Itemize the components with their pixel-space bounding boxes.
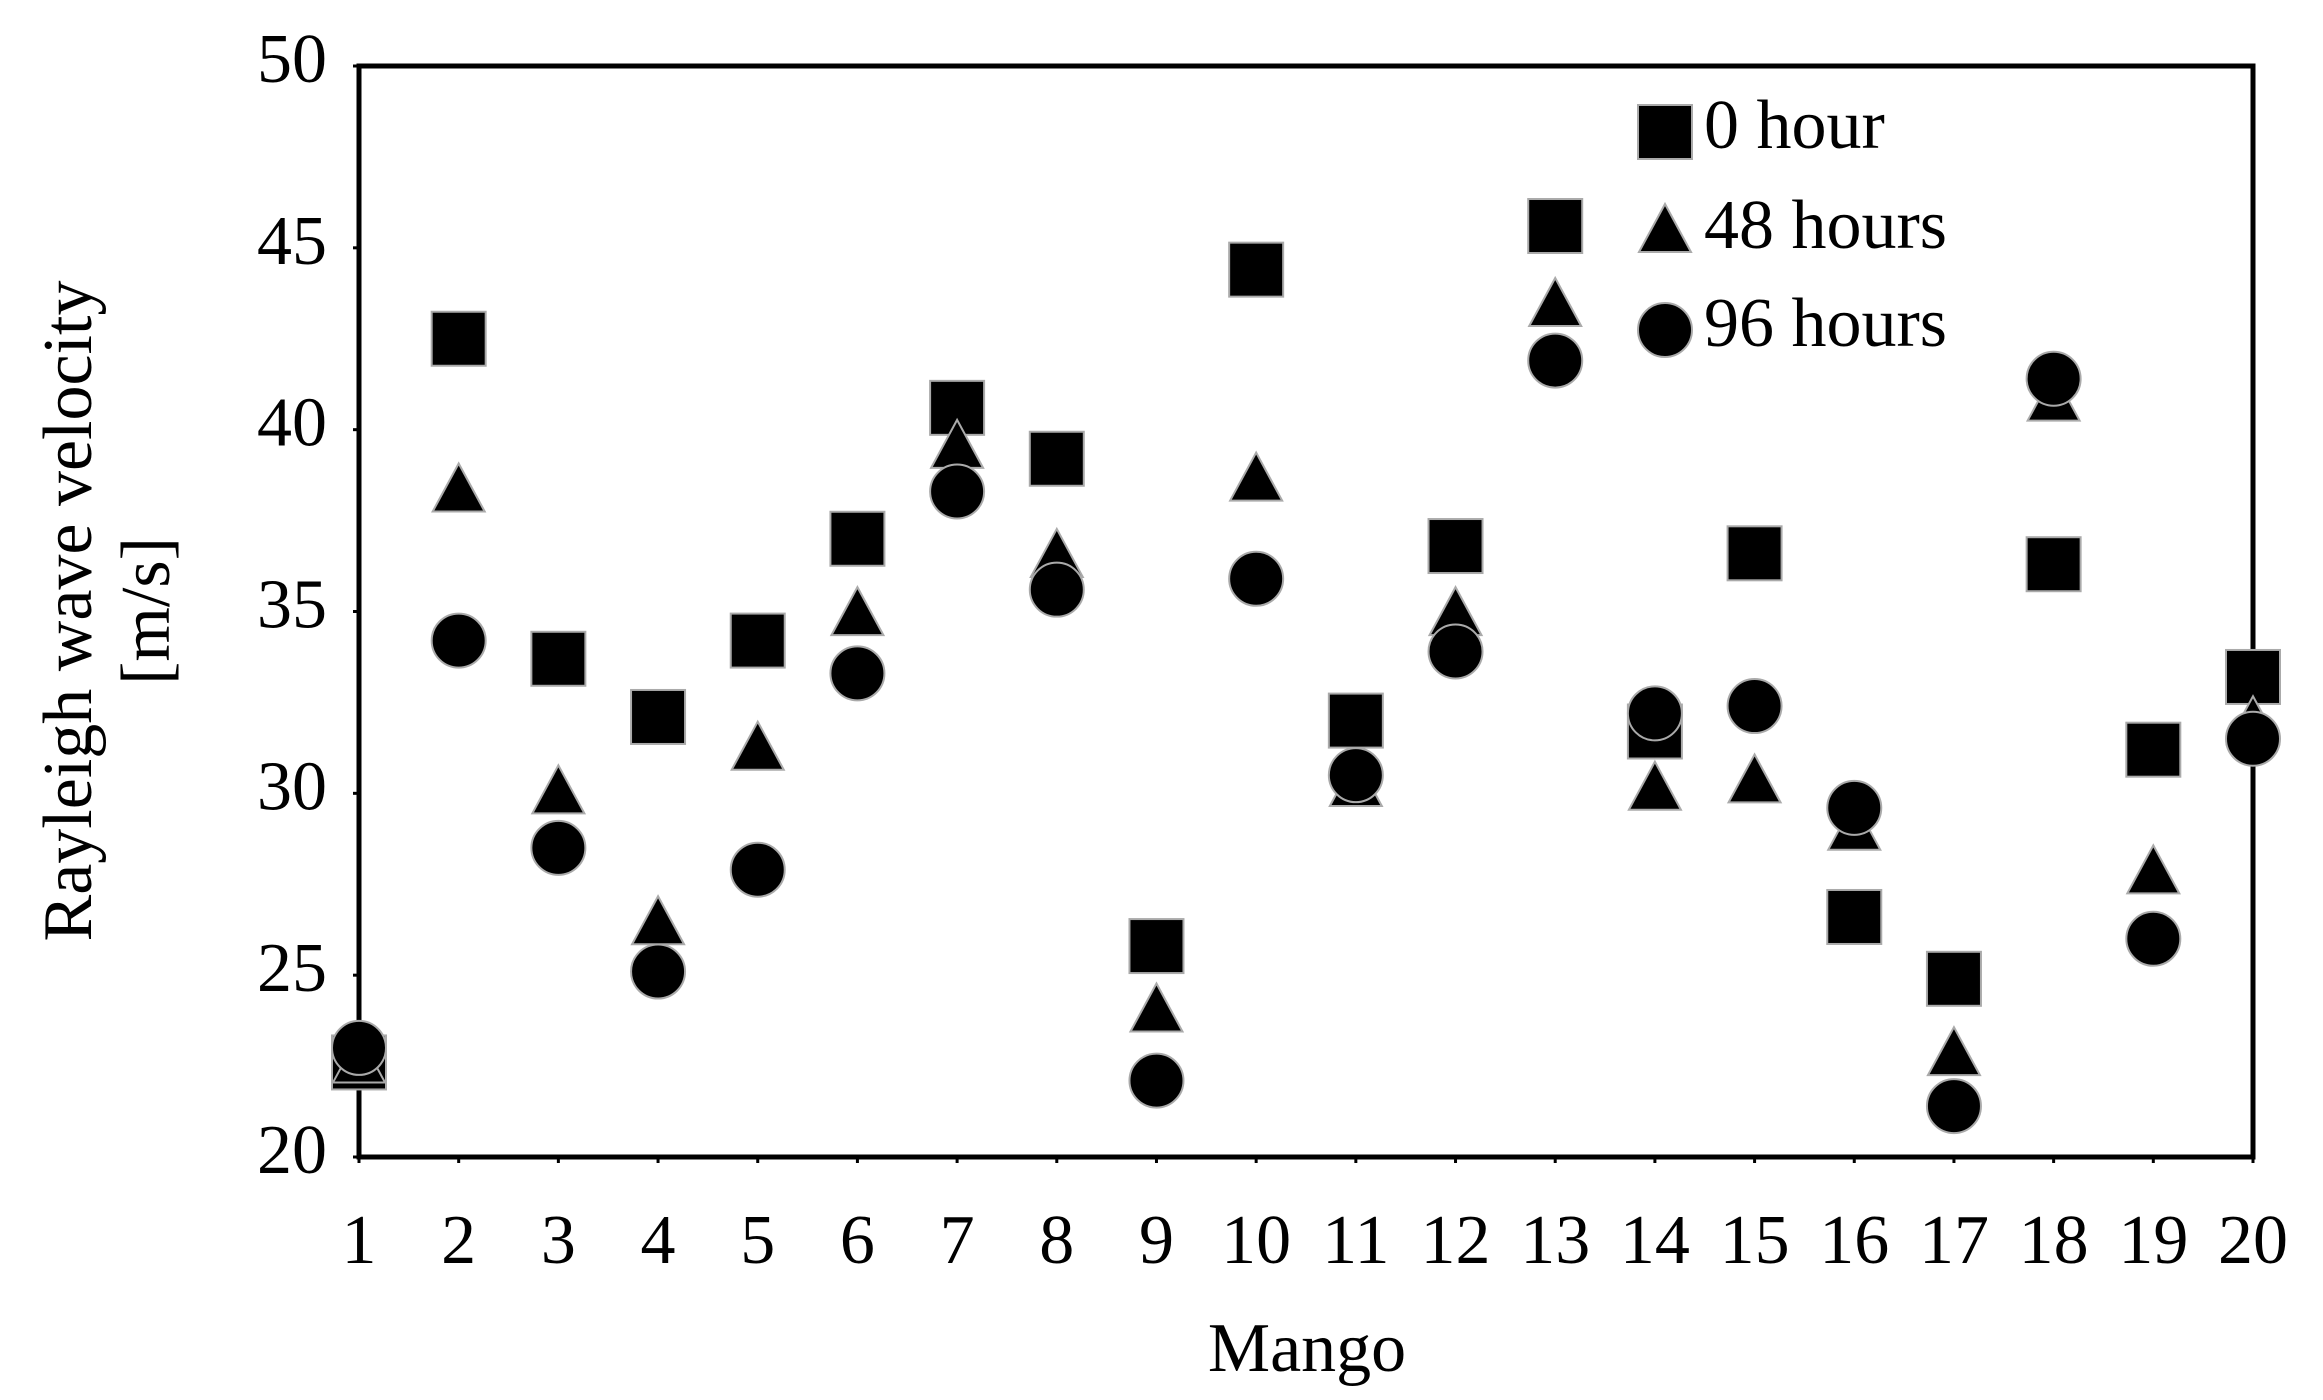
square-marker: [2125, 721, 2182, 778]
legend-marker: [1637, 302, 1693, 358]
square-marker: [1427, 518, 1484, 575]
circle-marker: [1228, 550, 1285, 607]
x-tick-label: 9: [1139, 1202, 1174, 1279]
square-marker: [1527, 198, 1584, 255]
triangle-marker: [1228, 450, 1284, 502]
x-tick-label: 18: [2019, 1202, 2089, 1279]
y-tick-label: 20: [257, 1112, 327, 1189]
legend-marker: [1637, 104, 1693, 160]
triangle-marker: [1128, 981, 1185, 1033]
circle-marker: [1626, 685, 1683, 742]
y-tick-label: 35: [257, 567, 327, 644]
circle-marker: [1925, 1078, 1982, 1135]
x-tick-label: 17: [1919, 1202, 1989, 1279]
x-tick-label: 5: [740, 1202, 775, 1279]
circle-marker: [2025, 350, 2082, 407]
square-marker: [530, 630, 587, 687]
triangle-marker: [431, 461, 487, 513]
circle-marker: [1128, 1052, 1185, 1109]
triangle-marker: [1926, 1025, 1982, 1077]
legend-label: 48 hours: [1704, 187, 1947, 264]
circle-marker: [1527, 332, 1584, 389]
square-marker: [1826, 888, 1883, 945]
legend-label: 96 hours: [1704, 285, 1947, 362]
circle-marker: [1327, 747, 1384, 804]
y-tick-label: 40: [257, 385, 327, 462]
triangle-marker: [2125, 843, 2181, 895]
square-marker: [1327, 692, 1384, 749]
triangle-marker: [1627, 759, 1683, 811]
square-marker: [1128, 918, 1185, 975]
x-axis-title: Mango: [1208, 1310, 1406, 1387]
x-tick-label: 20: [2218, 1202, 2288, 1279]
x-tick-label: 19: [2118, 1202, 2188, 1279]
circle-marker: [729, 841, 786, 898]
x-tick-label: 8: [1039, 1202, 1074, 1279]
triangle-marker: [829, 585, 886, 637]
square-marker: [829, 510, 886, 567]
x-tick-label: 1: [342, 1202, 377, 1279]
circle-marker: [1826, 779, 1883, 836]
triangle-marker: [730, 719, 786, 771]
legend-label: 0 hour: [1704, 87, 1885, 164]
x-tick-label: 14: [1620, 1202, 1690, 1279]
y-axis-title: Rayleigh wave velocity [m/s]: [30, 281, 185, 942]
legend-marker: [1637, 201, 1693, 253]
square-marker: [1726, 525, 1783, 582]
triangle-marker: [1726, 752, 1783, 804]
x-tick-label: 4: [641, 1202, 676, 1279]
y-axis-title-line: Rayleigh wave velocity: [30, 281, 107, 942]
y-tick-label: 25: [257, 930, 327, 1007]
circle-marker: [1028, 561, 1085, 618]
x-tick-label: 12: [1421, 1202, 1491, 1279]
circle-marker: [2125, 910, 2182, 967]
x-tick-label: 15: [1720, 1202, 1790, 1279]
circle-marker: [1726, 678, 1783, 735]
x-tick-label: 7: [940, 1202, 975, 1279]
triangle-marker: [530, 763, 587, 815]
circle-marker: [829, 645, 886, 702]
square-marker: [1028, 430, 1085, 487]
x-tick-label: 6: [840, 1202, 875, 1279]
circle-marker: [2225, 710, 2281, 767]
square-marker: [1228, 241, 1285, 298]
circle-marker: [929, 463, 986, 520]
circle-marker: [1427, 623, 1484, 680]
triangle-marker: [630, 894, 686, 946]
x-tick-label: 10: [1221, 1202, 1291, 1279]
square-marker: [2025, 536, 2082, 593]
circle-marker: [630, 943, 687, 1000]
y-tick-label: 45: [257, 203, 327, 280]
x-tick-label: 11: [1322, 1202, 1389, 1279]
x-tick-label: 16: [1819, 1202, 1889, 1279]
y-tick-label: 50: [257, 21, 327, 98]
square-marker: [1925, 950, 1982, 1007]
square-marker: [430, 310, 487, 367]
x-tick-label: 13: [1520, 1202, 1590, 1279]
square-marker: [729, 612, 786, 669]
triangle-marker: [1527, 275, 1583, 328]
circle-marker: [530, 819, 587, 876]
circle-marker: [331, 1019, 387, 1076]
square-marker: [630, 688, 687, 745]
circle-marker: [430, 612, 487, 669]
y-tick-label: 30: [257, 748, 327, 825]
x-tick-label: 3: [541, 1202, 576, 1279]
y-axis-title-line: [m/s]: [108, 537, 185, 685]
x-tick-label: 2: [441, 1202, 476, 1279]
